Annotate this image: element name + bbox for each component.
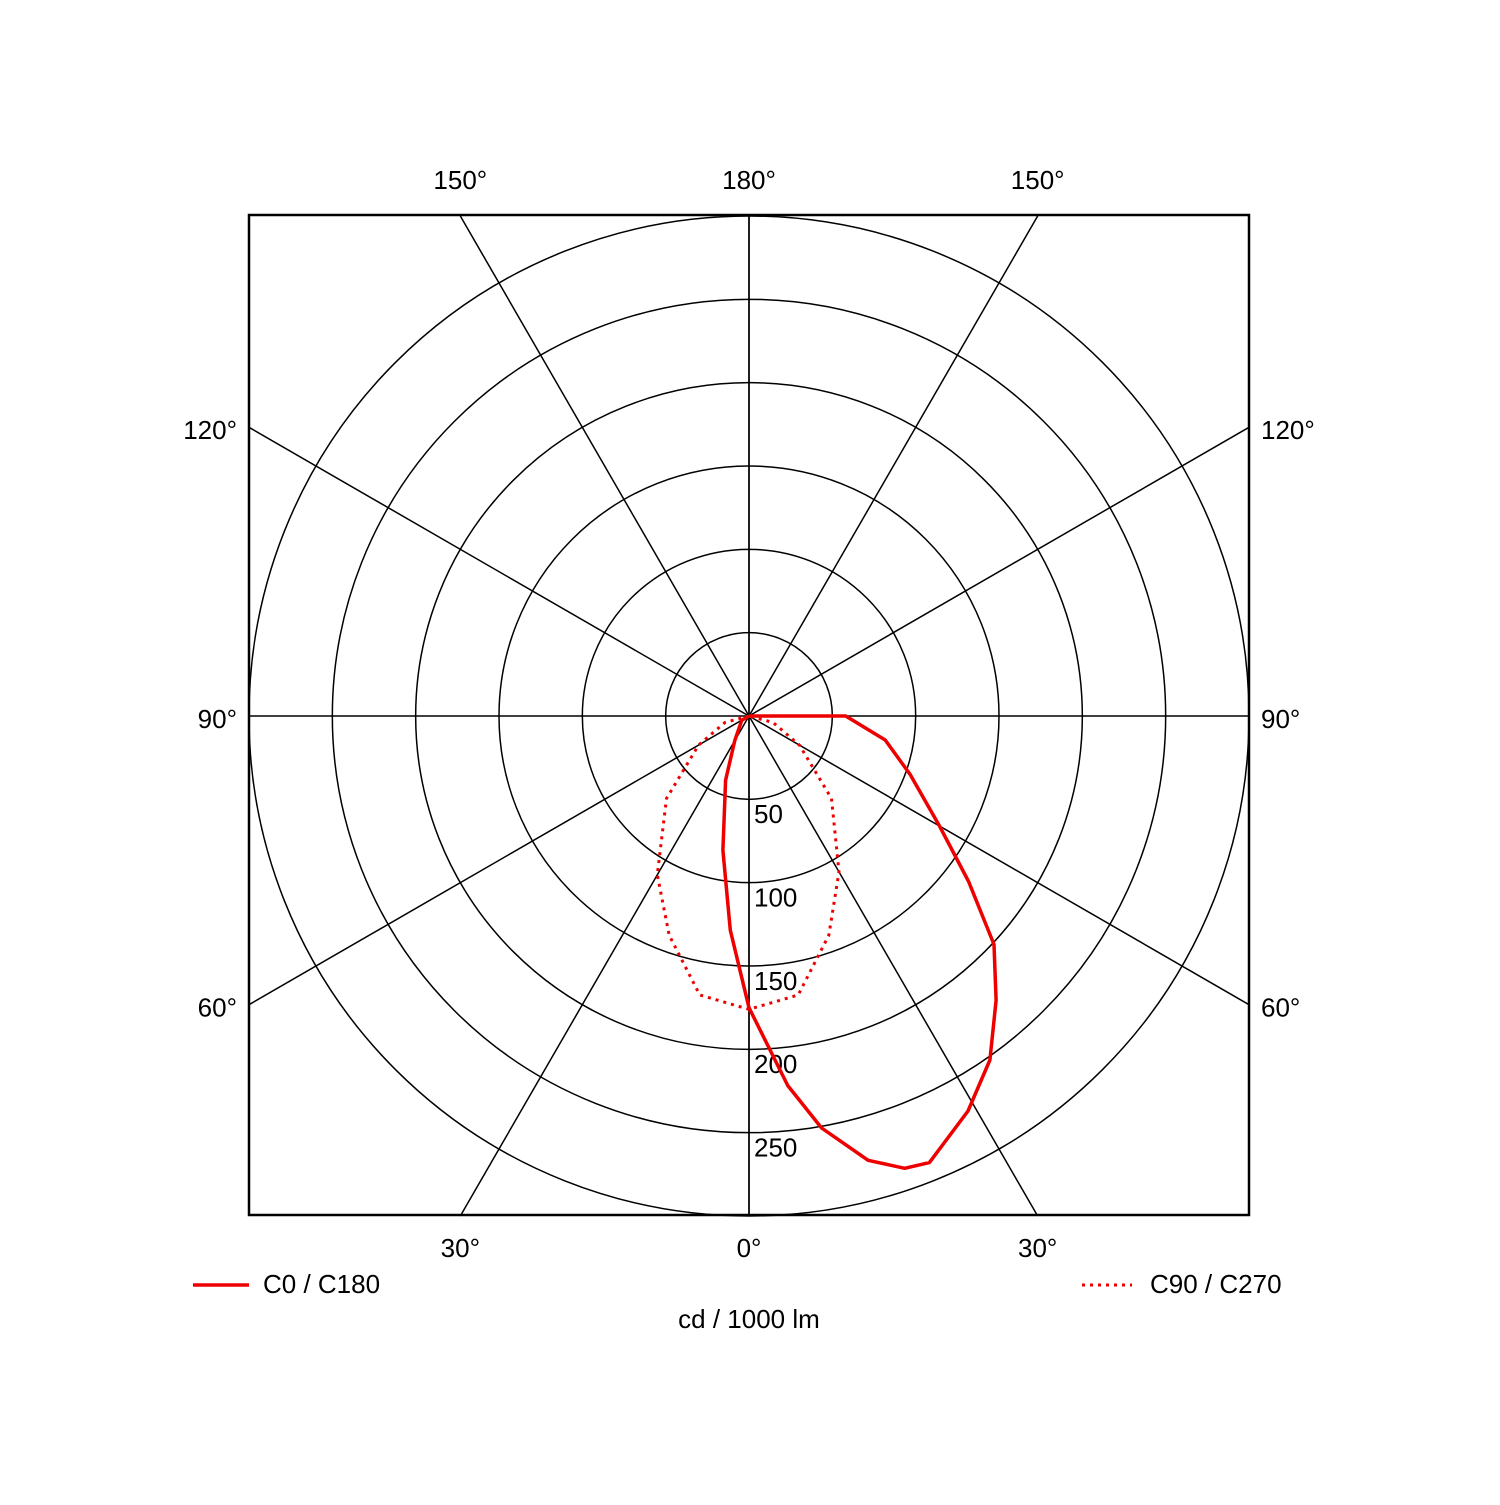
theta-tick-label: 90°	[1261, 704, 1300, 734]
theta-tick-label: 60°	[1261, 993, 1300, 1023]
r-tick-label: 50	[754, 799, 783, 829]
theta-tick-label: 150°	[1011, 165, 1065, 195]
series-line	[655, 714, 841, 1011]
legend-label: C90 / C270	[1150, 1269, 1282, 1299]
theta-tick-label: 30°	[441, 1233, 480, 1263]
theta-tick-label: 60°	[198, 993, 237, 1023]
theta-tick-label: 150°	[433, 165, 487, 195]
legend-label: C0 / C180	[263, 1269, 380, 1299]
r-tick-label: 100	[754, 883, 797, 913]
series-line	[721, 714, 998, 1171]
r-tick-label: 150	[754, 966, 797, 996]
theta-tick-label: 0°	[737, 1233, 762, 1263]
axis-label: cd / 1000 lm	[678, 1304, 820, 1334]
theta-tick-label: 180°	[722, 165, 776, 195]
r-tick-label: 250	[754, 1133, 797, 1163]
theta-tick-label: 120°	[183, 415, 237, 445]
theta-tick-label: 120°	[1261, 415, 1315, 445]
theta-tick-label: 30°	[1018, 1233, 1057, 1263]
theta-tick-label: 90°	[198, 704, 237, 734]
